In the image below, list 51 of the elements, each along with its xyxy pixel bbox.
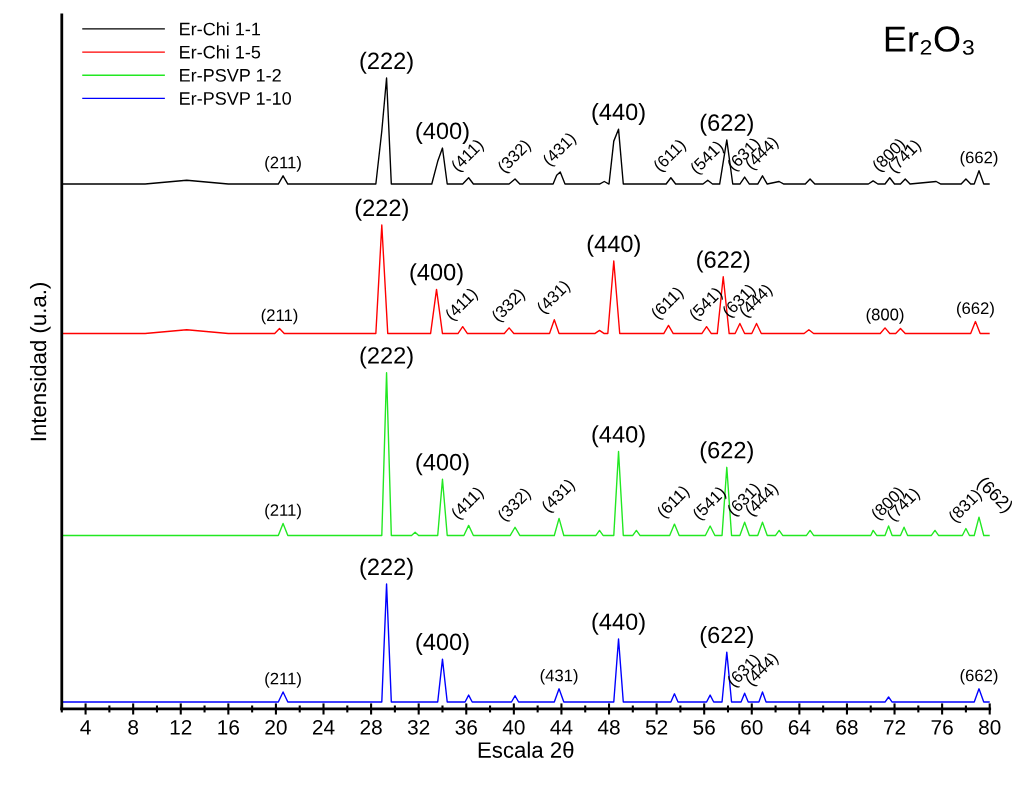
x-tick-label: 8 [128,719,139,735]
annotation: (222) [360,557,413,580]
annotation: (440) [592,425,645,448]
legend-label: Er-PSVP 1-10 [180,92,291,105]
x-tick-label: 68 [836,719,858,735]
x-tick-label: 76 [931,719,953,735]
x-tick-label: 12 [170,719,192,735]
x-axis-title: Escala 2θ [478,741,574,758]
x-tick-label: 24 [312,719,335,735]
y-axis-title: Intensidad (u.a.) [29,283,51,441]
x-tick-label: 28 [360,719,382,735]
x-tick-label: 44 [550,720,573,735]
x-tick-label: 48 [597,719,620,735]
annotation: (400) [416,632,469,655]
annotation: (222) [355,198,408,221]
annotation: (211) [265,672,301,688]
annotation: (662) [960,669,998,685]
x-tick-label: 20 [265,719,287,735]
x-tick-label: 80 [979,719,1001,735]
annotation: (400) [410,263,463,286]
x-tick-label: 36 [455,719,477,735]
legend-label: Er-Chi 1-1 [180,22,261,36]
annotation: (440) [587,234,640,257]
annotation: (440) [592,612,645,635]
x-tick-label: 64 [788,719,811,735]
annotation: (222) [360,346,413,369]
x-tick-label: 16 [218,719,240,735]
x-tick-label: 4 [80,720,91,735]
annotation: (431) [540,669,578,685]
annotation: (211) [261,308,298,325]
annotation: (662) [957,301,994,318]
annotation: (622) [700,441,753,464]
legend-label: Er-Chi 1-5 [180,45,261,59]
x-tick-label: 60 [741,719,763,735]
annotation: (222) [360,51,413,74]
x-tick-label: 56 [693,719,715,735]
annotation: (662) [960,151,998,167]
annotation: (622) [700,113,753,136]
x-tick-label: 40 [502,719,525,735]
annotation: (622) [700,626,753,649]
x-tick-label: 52 [645,719,668,735]
annotation: (400) [416,453,469,476]
annotation: (440) [592,102,645,125]
annotation: (800) [866,308,904,324]
x-tick-label: 32 [407,719,430,735]
legend-label: Er-PSVP 1-2 [180,68,281,82]
annotation: (622) [697,250,750,273]
annotation: (211) [265,156,301,172]
x-tick-label: 72 [884,719,906,735]
annotation: (211) [265,503,301,520]
chart-title: Er₂O₃ [885,26,974,55]
